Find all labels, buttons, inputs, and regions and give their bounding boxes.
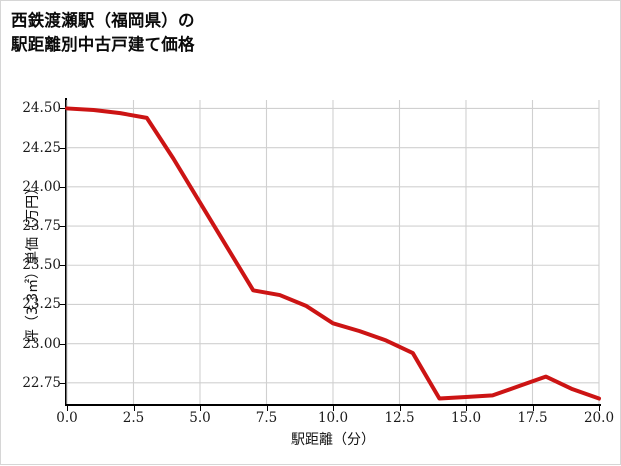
y-axis-tick-label: 23.75 bbox=[22, 218, 61, 235]
plot-area bbox=[65, 100, 601, 404]
plot-svg bbox=[65, 100, 601, 404]
x-axis-tick-mark bbox=[133, 406, 135, 411]
y-axis-tick-label: 22.75 bbox=[22, 374, 61, 391]
x-axis-tick-mark bbox=[466, 406, 467, 411]
x-axis-tick-label: 10.0 bbox=[317, 410, 349, 426]
y-axis-tick-mark bbox=[60, 304, 65, 306]
x-axis-tick-mark bbox=[200, 406, 201, 411]
x-axis-tick-label: 5.0 bbox=[189, 410, 211, 426]
chart-title: 西鉄渡瀬駅（福岡県）の 駅距離別中古戸建て価格 bbox=[11, 11, 195, 54]
x-axis-tick-mark bbox=[266, 406, 268, 411]
y-axis-tick-label: 23.00 bbox=[22, 335, 61, 352]
x-axis-tick-label: 15.0 bbox=[450, 410, 482, 426]
y-axis-tick-mark bbox=[60, 108, 65, 110]
y-axis-tick-label: 24.00 bbox=[22, 178, 61, 195]
price-line-series bbox=[65, 106, 601, 401]
y-axis-tick-mark bbox=[60, 265, 65, 267]
x-axis-tick-label: 7.5 bbox=[255, 410, 278, 426]
x-axis-tick-label: 17.5 bbox=[517, 410, 548, 426]
x-axis-tick-mark bbox=[532, 406, 534, 411]
y-axis-tick-label: 24.50 bbox=[22, 100, 61, 117]
x-axis-tick-mark bbox=[399, 406, 401, 411]
y-axis-tick-mark bbox=[60, 186, 65, 188]
y-axis-tick-label: 23.50 bbox=[22, 257, 61, 274]
y-axis-tick-mark bbox=[60, 147, 65, 149]
x-axis-label: 駅距離（分） bbox=[291, 432, 375, 448]
y-axis-tick-mark bbox=[60, 226, 65, 228]
x-axis-tick-label: 20.0 bbox=[583, 410, 615, 426]
y-axis-tick-mark bbox=[60, 382, 65, 384]
y-axis-spine bbox=[65, 98, 67, 406]
gridlines bbox=[66, 100, 600, 404]
y-axis-tick-label: 24.25 bbox=[22, 139, 61, 156]
y-axis-tick-mark bbox=[60, 343, 65, 345]
x-axis-spine bbox=[65, 404, 601, 406]
x-axis-tick-label: 12.5 bbox=[384, 410, 415, 426]
y-axis-tick-labels: 22.75 23.00 23.25 23.50 23.75 24.00 24.25 24.50 bbox=[1, 1, 61, 466]
x-axis-tick-label: 2.5 bbox=[122, 410, 145, 426]
x-axis-tick-mark bbox=[333, 406, 334, 411]
y-axis-label: 坪（3.3㎡）単価（万円） bbox=[25, 180, 41, 344]
x-axis-tick-mark bbox=[599, 406, 600, 411]
x-axis-tick-label: 0.0 bbox=[56, 410, 78, 426]
x-axis-tick-mark bbox=[67, 406, 68, 411]
y-axis-tick-label: 23.25 bbox=[22, 296, 61, 313]
